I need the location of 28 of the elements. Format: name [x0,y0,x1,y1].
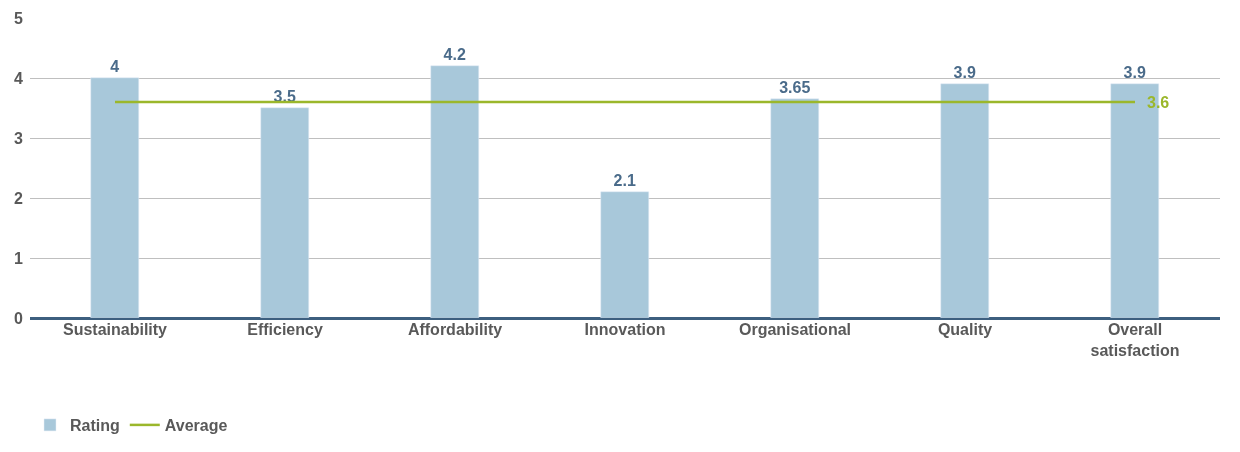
x-tick-label: Organisational [738,321,852,338]
data-label: 4.2 [443,45,466,63]
data-label: 3.6 [1147,94,1170,111]
x-tick-label: Sustainability [62,321,168,338]
bar [600,191,649,318]
legend-label: Average [164,417,228,435]
y-tick-label: 5 [14,9,24,27]
data-label: 3.65 [779,78,811,96]
bar [940,83,989,318]
bar [260,107,309,318]
y-tick-label: 4 [14,69,24,87]
x-tick-label: Innovation [584,321,666,338]
y-tick-label: 2 [14,189,24,207]
bar [430,65,479,318]
x-tick-label: Overall satisfaction [1090,321,1180,359]
data-label: 4 [110,57,120,75]
x-tick-label: Quality [937,321,993,338]
bar [90,77,139,318]
data-label: 3.9 [953,63,976,81]
y-tick-label: 3 [14,129,24,147]
x-tick-label: Affordability [407,321,503,338]
data-label: 3.9 [1123,63,1146,81]
x-tick-label: Efficiency [247,321,323,338]
y-tick-label: 0 [14,309,24,327]
y-tick-label: 1 [14,249,24,267]
data-label: 2.1 [613,171,636,189]
bar [770,98,819,318]
legend-label: Rating [70,417,120,435]
